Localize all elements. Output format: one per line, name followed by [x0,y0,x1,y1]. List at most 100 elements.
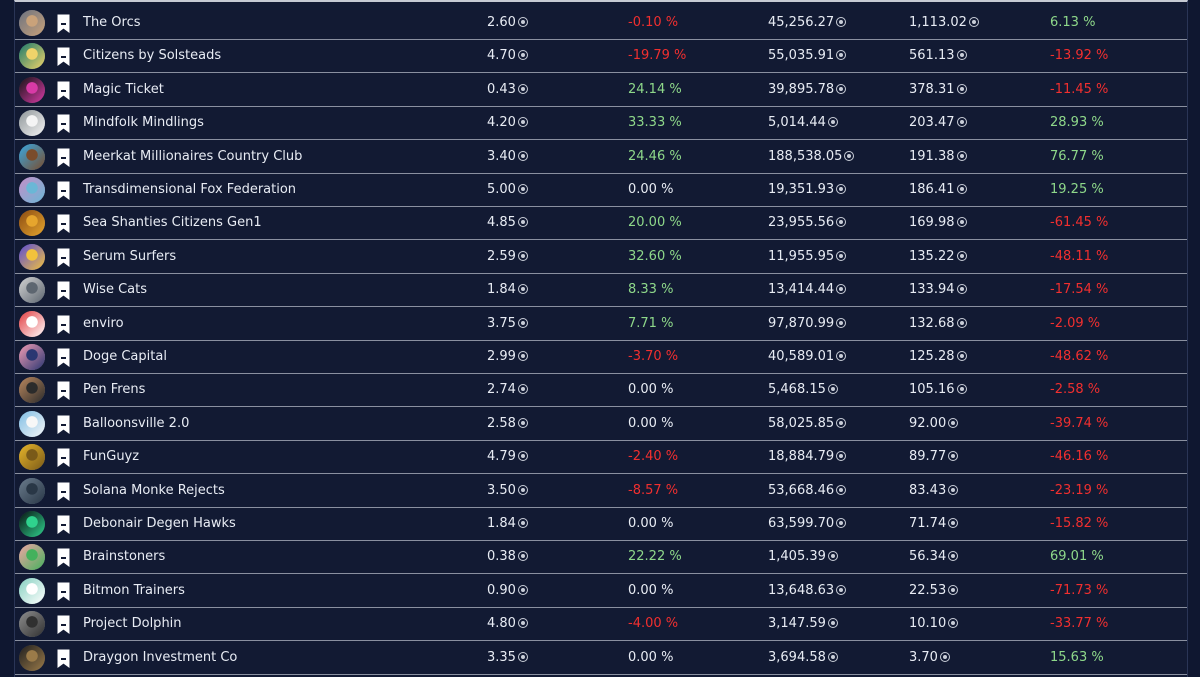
table-row[interactable]: Debonair Degen Hawks 1.84 0.00 % 63,599.70 7… [15,508,1187,541]
table-row[interactable]: Solana Monke Rejects 3.50 -8.57 % 53,668.46… [15,475,1187,508]
sol-icon [948,551,959,562]
average-price: 378.31 [909,82,967,98]
bookmark-icon[interactable] [57,214,70,234]
bookmark-icon[interactable] [57,81,70,100]
collection-avatar[interactable] [19,243,45,270]
table-row[interactable]: Bitmon Trainers 0.90 0.00 % 13,648.63 22.53 -… [15,575,1187,608]
collection-avatar[interactable] [19,511,45,537]
table-row[interactable]: FunGuyz 4.79 -2.40 % 18,884.79 89.77 -46.16 % [15,441,1187,475]
bookmark-icon[interactable] [57,148,70,167]
floor-price: 0.43 [487,82,528,98]
collection-avatar[interactable] [19,377,45,404]
sol-icon [517,584,528,595]
volume-value: 5,468.15 [768,382,826,398]
table-row[interactable]: Serum Surfers 2.59 32.60 % 11,955.95 135.22 -… [15,241,1187,274]
table-row[interactable]: The Orcs 2.60 -0.10 % 45,256.27 1,113.02 6.13… [15,7,1187,40]
bookmark-icon[interactable] [57,14,70,33]
table-row[interactable]: Meerkat Millionaires Country Club 3.40 24.… [15,141,1187,174]
bookmark-icon[interactable] [57,47,70,67]
collection-avatar[interactable] [19,210,45,237]
table-row[interactable]: Project Dolphin 4.80 -4.00 % 3,147.59 10.10 -… [15,608,1187,642]
table-row[interactable]: Pen Frens 2.74 0.00 % 5,468.15 105.16 -2.58 % [15,374,1187,408]
bookmark-icon[interactable] [57,381,70,401]
collection-avatar[interactable] [19,76,45,103]
collection-avatar[interactable] [19,277,45,304]
bookmark-icon[interactable] [57,348,70,367]
floor-change: 22.22 % [628,549,682,565]
table-row[interactable]: Draygon Investment Co 3.35 0.00 % 3,694.58 3… [15,642,1187,675]
volume: 58,025.85 [768,416,847,432]
average-price: 203.47 [909,115,967,131]
table-row[interactable]: Citizens by Solsteads 4.70 -19.79 % 55,035.… [15,40,1187,74]
bookmark-icon[interactable] [57,248,70,267]
table-row[interactable]: Transdimensional Fox Federation 5.00 0.00 … [15,174,1187,207]
collection-avatar[interactable] [19,410,45,437]
bookmark-icon[interactable] [57,181,70,200]
table-row[interactable]: Doge Capital 2.99 -3.70 % 40,589.01 125.28 -4… [15,341,1187,374]
floor-change-value: 32.60 % [628,248,682,264]
volume-value: 188,538.05 [768,148,843,164]
floor-price: 1.84 [487,282,528,298]
table-row[interactable]: enviro 3.75 7.71 % 97,870.99 132.68 -2.09 % [15,308,1187,341]
bookmark-icon[interactable] [57,315,70,334]
table-row[interactable]: Wise Cats 1.84 8.33 % 13,414.44 133.94 -17.54… [15,274,1187,308]
collection-name-value: Brainstoners [83,549,166,565]
collection-name-value: Serum Surfers [83,248,177,264]
average-price-value: 125.28 [909,349,955,364]
collection-name-value: Project Dolphin [83,616,182,632]
table-row[interactable]: Mindfolk Mindlings 4.20 33.33 % 5,014.44 203… [15,107,1187,141]
volume-value: 55,035.91 [768,48,835,64]
collection-name: The Orcs [83,15,141,31]
collection-avatar[interactable] [19,344,45,370]
collection-avatar[interactable] [19,611,45,638]
bookmark-icon[interactable] [57,448,70,468]
collection-avatar[interactable] [19,177,45,203]
volume-change-value: 6.13 % [1050,15,1096,30]
collection-avatar[interactable] [19,43,45,70]
bookmark-icon[interactable] [57,615,70,635]
collection-avatar[interactable] [19,644,45,671]
collection-name-value: Debonair Degen Hawks [83,516,236,531]
volume-change-value: 69.01 % [1050,549,1104,565]
volume-change-value: -11.45 % [1050,81,1109,97]
volume-value: 40,589.01 [768,349,835,364]
collection-name: Debonair Degen Hawks [83,516,236,532]
bookmark-icon[interactable] [57,114,70,134]
bookmark-icon[interactable] [57,582,70,601]
collection-avatar[interactable] [19,444,45,471]
average-price: 1,113.02 [909,15,979,31]
table-row[interactable]: Brainstoners 0.38 22.22 % 1,405.39 56.34 69.0… [15,541,1187,575]
volume-value: 13,648.63 [768,582,835,598]
collection-avatar[interactable] [19,544,45,571]
bookmark-icon[interactable] [57,548,70,568]
average-price-value: 105.16 [909,382,955,398]
collection-avatar[interactable] [19,577,45,604]
volume-change: 76.77 % [1050,149,1104,165]
collection-name: Doge Capital [83,349,167,365]
table-row[interactable]: Sea Shanties Citizens Gen1 4.85 20.00 % 23,… [15,207,1187,241]
collection-avatar[interactable] [19,110,45,137]
volume-change: -2.58 % [1050,382,1100,398]
bookmark-icon[interactable] [57,515,70,534]
floor-price-value: 1.84 [487,516,516,531]
bookmark-icon[interactable] [57,649,70,668]
sol-icon [517,518,528,528]
table-row[interactable]: Magic Ticket 0.43 24.14 % 39,895.78 378.31 -1… [15,74,1187,107]
sol-icon [517,417,528,428]
average-price-value: 133.94 [909,282,955,298]
bookmark-icon[interactable] [57,281,70,301]
floor-change-value: 0.00 % [628,182,674,197]
collection-avatar[interactable] [19,143,45,170]
volume-value: 3,147.59 [768,616,826,632]
volume: 19,351.93 [768,182,847,198]
volume-change-value: 15.63 % [1050,649,1104,665]
table-row[interactable]: Balloonsville 2.0 2.58 0.00 % 58,025.85 92.0… [15,408,1187,441]
collection-avatar[interactable] [19,310,45,337]
bookmark-icon[interactable] [57,415,70,434]
collection-avatar[interactable] [19,10,45,36]
floor-change-value: -3.70 % [628,349,679,364]
collection-avatar[interactable] [19,477,45,504]
average-price-value: 83.43 [909,482,947,498]
sol-icon [968,17,979,27]
bookmark-icon[interactable] [57,482,70,501]
